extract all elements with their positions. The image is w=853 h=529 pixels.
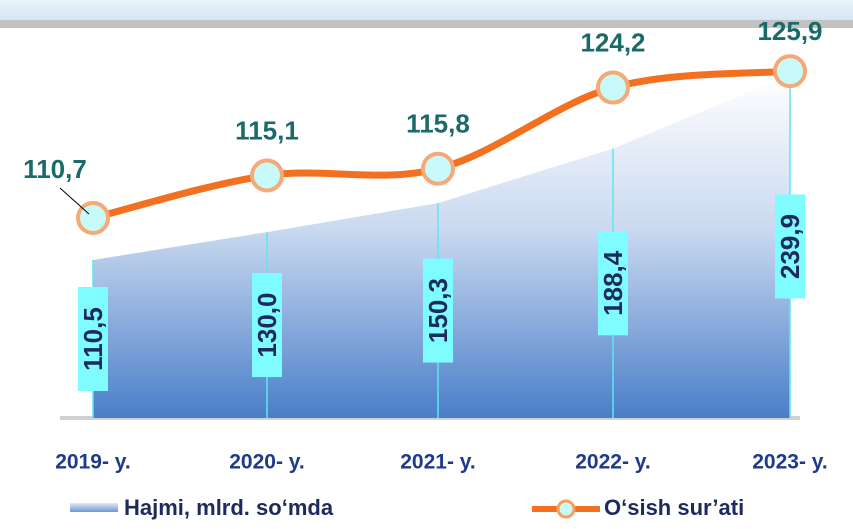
value-label-bg	[598, 231, 628, 336]
value-label: 125,9	[757, 16, 822, 46]
x-tick-label: 2020- y.	[229, 451, 305, 474]
x-tick-label: 2019- y.	[55, 451, 131, 474]
marker	[421, 151, 455, 186]
legend-label: O‘sish sur’ati	[604, 495, 744, 520]
value-label: 110,5	[78, 307, 108, 371]
value-label: 110,7	[23, 154, 87, 184]
leader-line	[59, 187, 90, 215]
marker	[250, 158, 284, 193]
value-label-bg	[423, 258, 453, 363]
top-band	[0, 20, 853, 28]
top-banner	[0, 0, 853, 20]
legend: Hajmi, mlrd. so‘mda O‘sish sur’ati	[70, 495, 744, 520]
marker	[596, 70, 630, 105]
x-tick-label: 2021- y.	[400, 451, 476, 474]
value-label: 130,0	[252, 293, 282, 358]
value-label: 124,2	[580, 27, 645, 57]
marker	[76, 200, 110, 235]
legend-swatch	[70, 503, 118, 512]
value-label-bg	[78, 286, 108, 391]
value-label: 115,8	[406, 109, 470, 139]
x-tick-label: 2022- y.	[575, 451, 651, 474]
legend-swatch-marker	[556, 499, 576, 519]
value-label: 115,1	[235, 115, 299, 145]
value-label: 188,4	[598, 250, 628, 316]
value-label-bg	[252, 273, 282, 378]
marker	[773, 54, 807, 89]
value-label: 150,3	[423, 278, 453, 343]
value-label: 239,9	[775, 214, 805, 279]
legend-label: Hajmi, mlrd. so‘mda	[124, 495, 334, 520]
value-label-bg	[775, 194, 805, 299]
x-tick-label: 2023- y.	[752, 451, 828, 474]
